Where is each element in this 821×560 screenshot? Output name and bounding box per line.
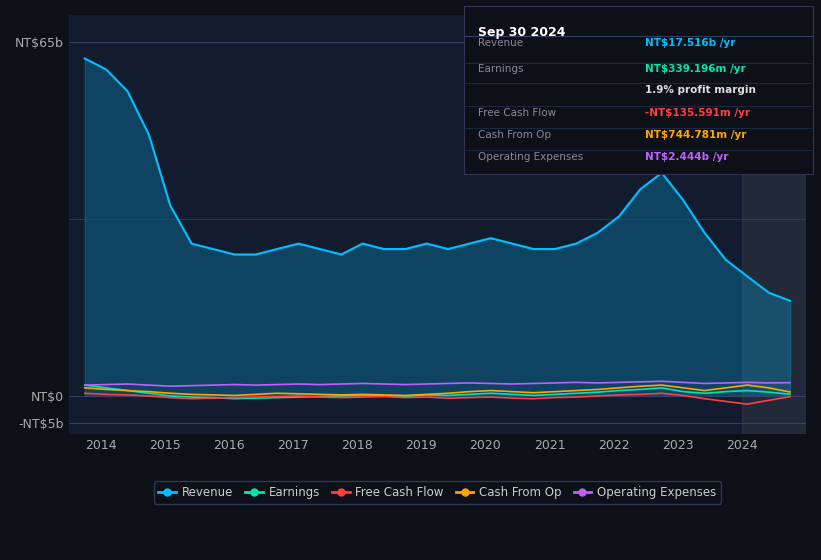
Text: Sep 30 2024: Sep 30 2024 xyxy=(478,26,566,39)
Text: NT$2.444b /yr: NT$2.444b /yr xyxy=(645,152,729,162)
Text: NT$339.196m /yr: NT$339.196m /yr xyxy=(645,64,746,74)
Text: Cash From Op: Cash From Op xyxy=(478,130,551,140)
Text: Earnings: Earnings xyxy=(478,64,523,74)
Text: 1.9% profit margin: 1.9% profit margin xyxy=(645,85,756,95)
Text: NT$17.516b /yr: NT$17.516b /yr xyxy=(645,38,736,48)
Text: Free Cash Flow: Free Cash Flow xyxy=(478,108,556,118)
Legend: Revenue, Earnings, Free Cash Flow, Cash From Op, Operating Expenses: Revenue, Earnings, Free Cash Flow, Cash … xyxy=(154,481,721,503)
Bar xyxy=(742,15,806,434)
Text: -NT$135.591m /yr: -NT$135.591m /yr xyxy=(645,108,750,118)
Text: NT$744.781m /yr: NT$744.781m /yr xyxy=(645,130,746,140)
Text: Revenue: Revenue xyxy=(478,38,523,48)
Text: Operating Expenses: Operating Expenses xyxy=(478,152,583,162)
